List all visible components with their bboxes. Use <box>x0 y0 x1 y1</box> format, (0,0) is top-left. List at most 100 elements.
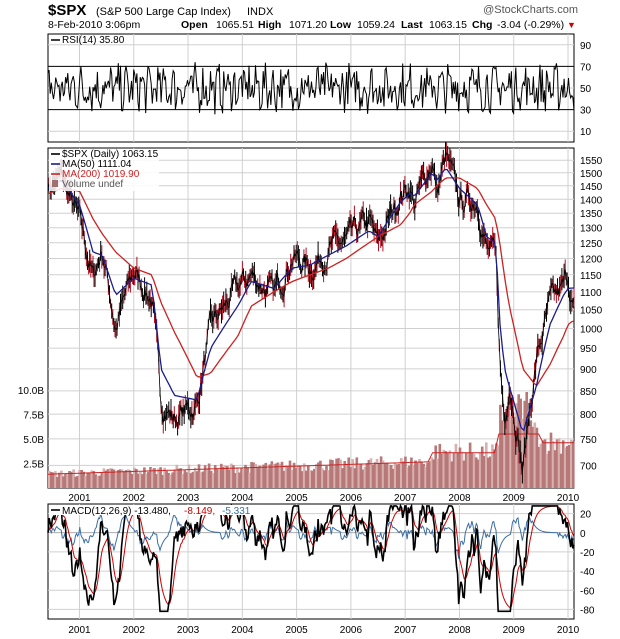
macd-tick-label: -80 <box>580 605 595 616</box>
volume-bar <box>485 442 488 488</box>
volume-bar <box>213 465 217 488</box>
volume-bar <box>313 468 316 488</box>
volume-bar <box>68 471 71 488</box>
volume-bar <box>527 411 531 488</box>
volume-bar <box>284 465 288 488</box>
volume-bar <box>207 463 211 488</box>
volume-bar <box>521 418 525 488</box>
volume-bar <box>371 464 375 488</box>
volume-bar <box>70 471 73 488</box>
price-x-label: 2004 <box>231 493 254 504</box>
volume-bar <box>351 459 355 488</box>
price-x-label: 2010 <box>557 493 580 504</box>
volume-bar <box>179 468 183 488</box>
volume-bar <box>298 466 302 488</box>
macd-x-label: 2002 <box>123 625 146 636</box>
volume-bar <box>232 465 235 488</box>
volume-bar <box>553 450 557 488</box>
volume-bar <box>118 469 122 488</box>
volume-bar <box>72 469 75 488</box>
volume-bar <box>373 462 377 488</box>
volume-bar <box>349 467 353 488</box>
volume-bar <box>309 470 312 488</box>
volume-bar <box>480 446 484 488</box>
volume-bar <box>224 465 227 488</box>
volume-bar <box>432 459 436 488</box>
open-label: Open <box>181 19 208 31</box>
volume-bar <box>426 462 429 488</box>
volume-bar <box>444 451 448 488</box>
volume-bar <box>262 464 266 488</box>
volume-bar <box>110 468 114 488</box>
volume-bar <box>161 474 164 488</box>
volume-bar <box>406 467 409 488</box>
volume-bar <box>128 470 132 488</box>
volume-bar <box>211 473 215 488</box>
volume-bar <box>361 469 365 488</box>
volume-bar <box>396 464 399 488</box>
price-tick-label: 1500 <box>580 169 603 180</box>
volume-bar <box>416 462 419 488</box>
macd-x-label: 2008 <box>448 625 471 636</box>
macd-tick-label: -40 <box>580 567 595 578</box>
volume-bar <box>139 472 142 488</box>
volume-bar <box>559 453 563 488</box>
volume-bar <box>572 441 575 488</box>
volume-bar <box>323 470 326 488</box>
volume-bar <box>236 467 239 488</box>
volume-bar <box>460 451 464 488</box>
volume-bar <box>456 452 460 488</box>
volume-bar <box>256 466 260 488</box>
macd-legend-text: -5.331 <box>222 506 251 517</box>
volume-bar <box>238 472 241 488</box>
volume-bar <box>533 422 537 488</box>
price-legend-text: MA(200) 1019.90 <box>62 169 140 180</box>
volume-bar <box>175 464 179 488</box>
volume-bar <box>137 473 140 488</box>
volume-bar <box>315 464 318 488</box>
volume-bar <box>483 456 486 488</box>
volume-bar <box>173 470 177 488</box>
volume-bar <box>209 470 213 488</box>
volume-bar <box>268 464 272 488</box>
volume-bar <box>561 440 565 488</box>
ma50-line <box>47 168 575 432</box>
volume-bar <box>412 465 415 488</box>
volume-bar <box>549 432 553 488</box>
volume-bar <box>50 472 53 488</box>
last-value: 1063.15 <box>429 19 467 31</box>
volume-bar <box>551 440 555 488</box>
volume-bar <box>454 443 458 488</box>
volume-bar <box>424 466 427 488</box>
volume-bar <box>122 471 126 488</box>
volume-bar <box>529 420 533 488</box>
volume-bar <box>82 471 86 488</box>
volume-bar <box>357 464 361 488</box>
volume-bar <box>339 459 342 488</box>
volume-bar <box>495 443 498 488</box>
volume-bar <box>430 457 434 488</box>
volume-bar <box>474 457 478 488</box>
volume-bar <box>302 463 306 488</box>
volume-bar <box>304 470 308 488</box>
chg-label: Chg <box>472 19 492 31</box>
macd-x-label: 2009 <box>503 625 526 636</box>
volume-bar <box>80 470 84 488</box>
price-tick-label: 1050 <box>580 306 603 317</box>
volume-bar <box>509 415 512 488</box>
volume-bar <box>195 471 199 488</box>
price-tick-label: 750 <box>580 435 597 446</box>
watermark: @StockCharts.com <box>483 4 578 16</box>
volume-bar <box>147 471 150 488</box>
volume-bar <box>462 460 466 488</box>
rsi-tick-label: 10 <box>580 127 592 138</box>
volume-bar <box>167 473 171 488</box>
volume-bar <box>400 458 403 488</box>
volume-bar <box>205 469 209 488</box>
price-tick-label: 1400 <box>580 195 603 206</box>
price-panel: 1550 1500 1450 1400 1350 1300 1250 1200 1150 1100… <box>18 141 603 504</box>
volume-tick-label: 7.5B <box>23 410 44 421</box>
macd-legend-bg <box>49 505 284 515</box>
